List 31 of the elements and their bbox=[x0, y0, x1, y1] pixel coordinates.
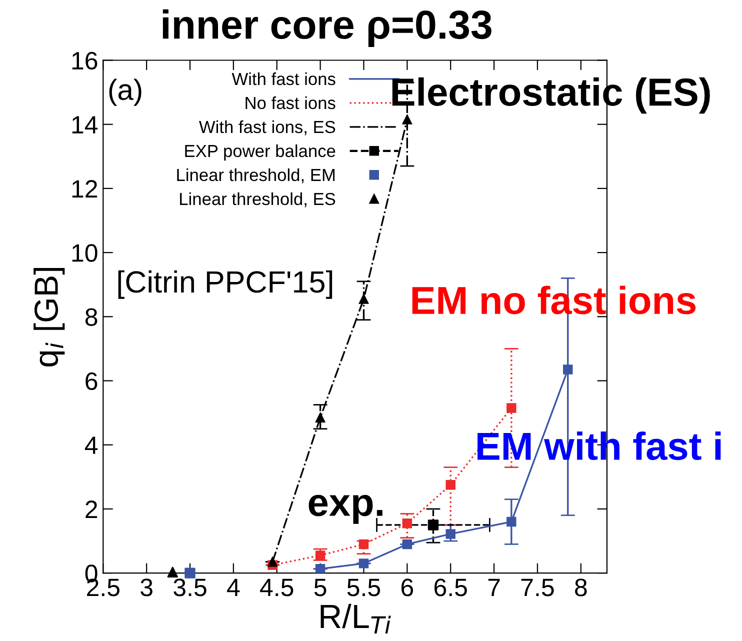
x-tick-label: 8 bbox=[575, 578, 587, 596]
x-tick-label: 5.5 bbox=[347, 578, 380, 596]
y-tick-label: 4 bbox=[84, 436, 98, 454]
y-tick-label: 16 bbox=[72, 52, 98, 70]
x-tick-label: 4.5 bbox=[260, 578, 294, 596]
x-tick-label: 7.5 bbox=[521, 578, 554, 596]
y-tick-label: 2 bbox=[86, 500, 98, 518]
legend-label: EXP power balance bbox=[185, 144, 336, 161]
x-tick-label: 7 bbox=[488, 578, 500, 596]
legend-label: No fast ions bbox=[246, 96, 336, 110]
legend-label: With fast ions, ES bbox=[199, 120, 336, 136]
annotation: [Citrin PPCF'15] bbox=[118, 270, 332, 299]
y-tick-label: 12 bbox=[72, 180, 98, 198]
x-tick-label: 5 bbox=[314, 578, 326, 596]
x-tick-label: 4 bbox=[227, 578, 240, 596]
y-axis-title: q$_{i}$ [GB] bbox=[34, 268, 65, 366]
x-tick-label: 3 bbox=[140, 578, 152, 596]
y-tick-label: 10 bbox=[72, 244, 98, 262]
legend-label: With fast ions bbox=[232, 72, 336, 86]
x-tick-label: 6.5 bbox=[434, 578, 467, 596]
legend-label: Linear threshold, ES bbox=[180, 192, 336, 208]
x-tick-label: 3.5 bbox=[174, 578, 206, 596]
y-tick-label: 14 bbox=[72, 116, 98, 134]
annotation: exp. bbox=[308, 494, 382, 524]
y-tick-label: 8 bbox=[85, 308, 98, 326]
legend-label: Linear threshold, EM bbox=[177, 168, 335, 184]
annotation: (a) bbox=[109, 78, 142, 106]
chart-title: inner core ρ=0.33 bbox=[162, 9, 492, 47]
y-tick-label: 6 bbox=[86, 372, 98, 390]
x-axis-title: R/L$_{Ti}$ bbox=[320, 604, 391, 634]
x-tick-label: 6 bbox=[401, 578, 414, 596]
